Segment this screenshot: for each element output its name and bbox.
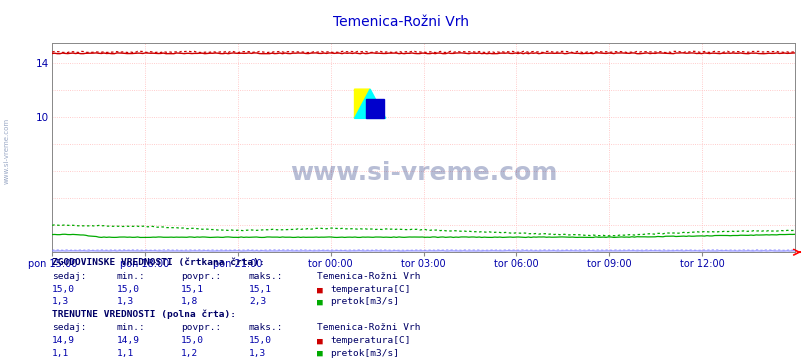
Text: povpr.:: povpr.:	[180, 272, 221, 281]
Text: 2,3: 2,3	[249, 297, 265, 306]
Text: ■: ■	[317, 297, 322, 306]
Text: maks.:: maks.:	[249, 272, 283, 281]
Text: 14,9: 14,9	[116, 337, 140, 346]
Text: 1,3: 1,3	[249, 349, 265, 358]
Text: 15,0: 15,0	[180, 337, 204, 346]
Text: 15,1: 15,1	[249, 285, 272, 294]
Text: 1,3: 1,3	[52, 297, 69, 306]
Polygon shape	[354, 89, 370, 118]
Text: 1,1: 1,1	[52, 349, 69, 358]
Text: ZGODOVINSKE VREDNOSTI (črtkana črta):: ZGODOVINSKE VREDNOSTI (črtkana črta):	[52, 258, 265, 267]
Text: Temenica-Rožni Vrh: Temenica-Rožni Vrh	[317, 272, 420, 281]
Text: maks.:: maks.:	[249, 324, 283, 333]
Text: 1,8: 1,8	[180, 297, 197, 306]
Text: 15,0: 15,0	[249, 337, 272, 346]
Text: ■: ■	[317, 285, 322, 294]
Text: 15,0: 15,0	[116, 285, 140, 294]
Polygon shape	[365, 99, 383, 118]
Text: TRENUTNE VREDNOSTI (polna črta):: TRENUTNE VREDNOSTI (polna črta):	[52, 309, 236, 319]
Text: 1,3: 1,3	[116, 297, 133, 306]
Text: 15,1: 15,1	[180, 285, 204, 294]
Text: ■: ■	[317, 337, 322, 346]
Text: temperatura[C]: temperatura[C]	[330, 285, 410, 294]
Text: 1,1: 1,1	[116, 349, 133, 358]
Text: 1,2: 1,2	[180, 349, 197, 358]
Text: ■: ■	[317, 349, 322, 358]
Text: pretok[m3/s]: pretok[m3/s]	[330, 297, 399, 306]
Text: temperatura[C]: temperatura[C]	[330, 337, 410, 346]
Text: sedaj:: sedaj:	[52, 272, 87, 281]
Text: www.si-vreme.com: www.si-vreme.com	[3, 118, 9, 184]
Text: www.si-vreme.com: www.si-vreme.com	[290, 161, 557, 185]
Polygon shape	[354, 89, 385, 118]
Text: min.:: min.:	[116, 272, 145, 281]
Text: sedaj:: sedaj:	[52, 324, 87, 333]
Text: 14,9: 14,9	[52, 337, 75, 346]
Text: pretok[m3/s]: pretok[m3/s]	[330, 349, 399, 358]
Text: Temenica-Rožni Vrh: Temenica-Rožni Vrh	[333, 15, 469, 29]
Text: Temenica-Rožni Vrh: Temenica-Rožni Vrh	[317, 324, 420, 333]
Text: povpr.:: povpr.:	[180, 324, 221, 333]
Text: 15,0: 15,0	[52, 285, 75, 294]
Text: min.:: min.:	[116, 324, 145, 333]
